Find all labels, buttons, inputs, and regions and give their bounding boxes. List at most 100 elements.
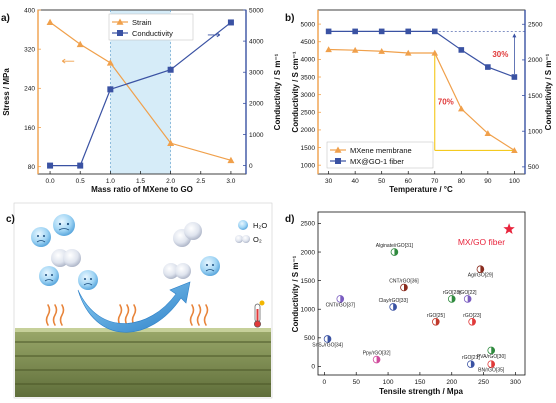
panel-c-label: c)	[6, 214, 15, 225]
literature-point-label: Ppy/rGO[32]	[363, 351, 391, 357]
literature-point: PVA/rGO[30]	[477, 346, 506, 360]
y-right-tick-label: 5000	[249, 7, 264, 14]
y-left-tick-label: 160	[24, 125, 35, 132]
panel-d-xlabel: Tensile strength / Mpa	[379, 387, 463, 396]
x-tick-label: 90	[484, 178, 492, 185]
literature-point: Alginate/rGO[31]	[376, 243, 414, 256]
conductivity-point	[107, 86, 114, 93]
y-left-tick-label: 5000	[301, 21, 316, 28]
literature-point-fill	[403, 284, 408, 291]
y-left-tick-label: 1500	[301, 145, 316, 152]
mxene-membrane-point	[511, 147, 518, 153]
literature-point: SnS₂/rGO[34]	[312, 335, 343, 348]
literature-point: rGO[21]	[462, 355, 480, 368]
legend-fiber-text: MX@GO-1 fiber	[350, 157, 404, 166]
y-right-tick-label: 1000	[528, 129, 543, 136]
literature-point: CNT/rGO[36]	[389, 278, 419, 292]
conductivity-point	[77, 162, 84, 169]
y-tick-label: 1000	[301, 307, 316, 314]
right-axis-arrow-icon	[207, 32, 221, 38]
mxene-membrane-point	[404, 49, 412, 56]
literature-point-label: Ag/rGO[29]	[468, 273, 494, 279]
y-tick-label: 2500	[301, 221, 316, 228]
x-tick-label: 3.0	[226, 178, 235, 185]
x-tick-label: 250	[478, 379, 489, 386]
legend-box	[326, 141, 434, 169]
mxene-membrane-point	[484, 130, 492, 137]
mxene-membrane-point	[458, 105, 465, 112]
series-line-mx-go-fiber	[328, 30, 515, 78]
literature-point-label: Alginate/rGO[31]	[376, 243, 414, 249]
literature-point-label: rGO[21]	[462, 355, 480, 361]
y-left-tick-label: 240	[24, 86, 35, 93]
water-legend-icon	[238, 220, 248, 230]
mx-go-fiber-point	[405, 28, 412, 35]
legend-strain-text: Strain	[132, 18, 152, 27]
literature-point-fill	[491, 347, 495, 354]
panel-a-ylabel-right: Conductivity / S m⁻¹	[273, 53, 282, 130]
literature-point-fill	[472, 318, 476, 326]
literature-point-label: rGO[25]	[427, 313, 445, 319]
panel-b-ylabel-right: Conductivity / S m⁻¹	[544, 53, 553, 130]
mxene-membrane-point	[431, 49, 439, 56]
legend-mxene-text: MXene membrane	[350, 146, 412, 155]
literature-point-fill	[394, 248, 398, 256]
y-left-tick-label: 320	[24, 46, 35, 53]
x-tick-label: 1.0	[106, 178, 115, 185]
x-tick-label: 30	[325, 178, 333, 185]
panel-b-ylabel-left: Conductivity / S cm⁻¹	[291, 51, 300, 132]
y-left-tick-label: 1000	[301, 162, 316, 169]
mx-go-fiber-point	[511, 74, 518, 80]
literature-point: BN/rGO[35]	[478, 360, 505, 374]
y-tick-label: 2000	[301, 249, 316, 256]
x-tick-label: 2.0	[166, 178, 175, 185]
mx-go-fiber-point	[431, 28, 438, 35]
literature-point-label: rGO[22]	[459, 290, 477, 296]
y-right-tick-label: 3000	[249, 70, 264, 77]
panel-b-label: b)	[285, 13, 294, 24]
literature-point-label: rGO[23]	[463, 313, 481, 319]
strain-point	[167, 139, 175, 146]
y-right-tick-label: 2000	[249, 101, 264, 108]
panel-a: a) 0.0 0.5 1.0 1.5 2.0 2.5 3.08016024032040001…	[1, 7, 282, 194]
x-tick-label: 40	[352, 178, 360, 185]
panel-b-xlabel: Temperature / °C	[389, 185, 453, 194]
mx-go-fiber-point	[485, 64, 491, 70]
legend-fiber-marker	[335, 158, 341, 164]
oxygen-molecule-icons	[51, 222, 202, 279]
blue-drop-arrowhead-icon	[512, 33, 517, 38]
literature-point-label: BN/rGO[35]	[478, 368, 505, 374]
membrane-surface	[15, 328, 271, 397]
y-right-tick-label: 1000	[249, 132, 264, 139]
panel-d: d) 0 50 100 150 200 250 300 0 500 1000 1500 2000 250…	[285, 211, 526, 396]
mxene-membrane-point	[325, 46, 332, 53]
y-left-tick-label: 2000	[301, 127, 316, 134]
x-tick-label: 100	[509, 178, 520, 185]
panel-a-xlabel: Mass ratio of MXene to GO	[91, 185, 193, 194]
legend-h2o: H₂O	[253, 221, 267, 230]
mx-go-fiber-label: MX/GO fiber	[458, 237, 505, 247]
literature-point-fill	[451, 295, 456, 303]
literature-point-fill	[393, 303, 397, 311]
literature-point-fill	[470, 360, 475, 368]
conductivity-point	[167, 66, 174, 73]
literature-point: rGO[28]	[443, 290, 461, 303]
x-tick-label: 1.5	[136, 178, 145, 185]
strain-point	[76, 40, 84, 48]
literature-point: rGO[23]	[463, 313, 482, 326]
x-tick-label: 60	[405, 178, 413, 185]
y-left-tick-label: 80	[28, 164, 36, 171]
desorption-arrow-icon	[77, 281, 191, 333]
literature-point-fill	[327, 335, 331, 343]
panel-a-plot: 0.0 0.5 1.0 1.5 2.0 2.5 3.08016024032040001000…	[24, 7, 264, 185]
left-axis-arrow-icon	[61, 58, 75, 64]
panel-d-ylabel: Conductivity / S m⁻¹	[291, 255, 300, 332]
literature-point-label: CNT/rGO[36]	[389, 278, 419, 284]
x-tick-label: 0	[323, 379, 327, 386]
literature-point: Ag/rGO[29]	[468, 265, 494, 279]
conductivity-point	[227, 19, 234, 26]
oxygen-legend-icon	[235, 235, 243, 243]
mx-go-fiber-point	[352, 28, 358, 35]
y-right-tick-label: 500	[528, 164, 539, 171]
